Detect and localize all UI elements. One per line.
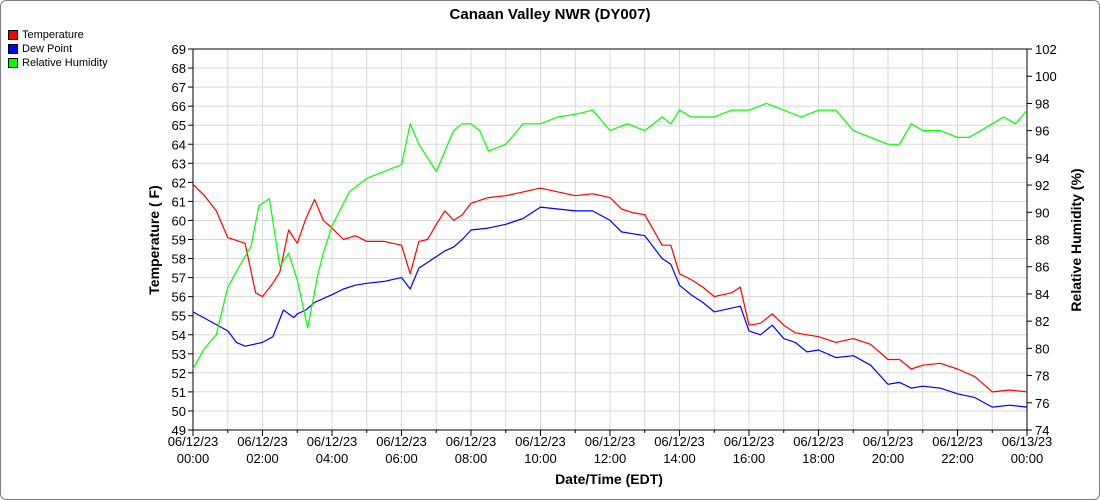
series-layer [192,102,1028,408]
y-axis-label-right: Relative Humidity (%) [1068,168,1084,311]
x-tick-label-time: 08:00 [455,451,488,466]
chart-legend: Temperature Dew Point Relative Humidity [8,28,108,70]
x-tick-label-date: 06/12/23 [724,434,775,449]
y-left-tick-label: 56 [172,290,186,305]
y-left-tick-label: 54 [172,328,186,343]
x-tick-label-time: 06:00 [385,451,418,466]
y-right-tick-label: 102 [1035,42,1057,57]
x-tick-label-time: 14:00 [663,451,696,466]
y-right-tick-label: 80 [1035,341,1049,356]
x-tick-label-time: 02:00 [246,451,279,466]
legend-label-dew-point: Dew Point [22,43,73,55]
y-left-tick-label: 64 [172,137,186,152]
y-left-tick-label: 59 [172,233,186,248]
y-left-tick-label: 60 [172,213,186,228]
legend-item-temperature: Temperature [8,28,108,42]
plot-area-border [192,48,1028,431]
y-right-tick-label: 100 [1035,69,1057,84]
x-tick-label-time: 12:00 [594,451,627,466]
axis-layer: 49 50 51 52 53 54 55 56 57 58 59 60 61 62 63 64 65 66 67 68… [168,42,1057,466]
series-line-dew-point [192,206,1028,408]
y-left-tick-label: 53 [172,347,186,362]
x-tick-label-time: 04:00 [316,451,349,466]
y-left-tick-label: 55 [172,309,186,324]
y-left-tick-label: 61 [172,194,186,209]
y-right-tick-label: 78 [1035,369,1049,384]
x-tick-label-date: 06/12/23 [515,434,566,449]
x-tick-label-date: 06/12/23 [585,434,636,449]
x-tick-label-date: 06/12/23 [307,434,358,449]
y-right-tick-label: 74 [1035,423,1049,438]
y-left-tick-label: 50 [172,404,186,419]
x-tick-label-time: 20:00 [872,451,905,466]
y-left-tick-label: 68 [172,61,186,76]
y-right-tick-label: 90 [1035,205,1049,220]
y-right-tick-label: 96 [1035,124,1049,139]
y-right-tick-label: 94 [1035,151,1049,166]
y-right-tick-label: 88 [1035,233,1049,248]
legend-label-temperature: Temperature [22,29,84,41]
y-left-tick-label: 52 [172,366,186,381]
y-left-tick-label: 63 [172,156,186,171]
series-line-relative-humidity [192,102,1028,370]
grid-layer [192,48,1028,431]
x-axis-label: Date/Time (EDT) [555,471,663,487]
y-right-tick-label: 82 [1035,314,1049,329]
y-right-tick-label: 92 [1035,178,1049,193]
y-left-tick-label: 69 [172,42,186,57]
x-tick-label-time: 22:00 [941,451,974,466]
y-right-tick-label: 84 [1035,287,1049,302]
x-tick-label-date: 06/12/23 [932,434,983,449]
y-right-tick-label: 76 [1035,396,1049,411]
x-tick-label-date: 06/12/23 [446,434,497,449]
legend-item-relative-humidity: Relative Humidity [8,56,108,70]
y-left-tick-label: 51 [172,385,186,400]
x-tick-label-time: 16:00 [733,451,766,466]
legend-swatch-temperature [8,30,18,40]
y-left-tick-label: 57 [172,271,186,286]
x-tick-label-time: 10:00 [524,451,557,466]
x-tick-label-time: 18:00 [802,451,835,466]
legend-item-dew-point: Dew Point [8,42,108,56]
y-left-tick-label: 66 [172,99,186,114]
x-tick-label-date: 06/12/23 [376,434,427,449]
x-tick-label-date: 06/12/23 [168,434,219,449]
x-tick-label-date: 06/12/23 [863,434,914,449]
series-line-temperature [192,183,1028,393]
y-right-tick-label: 86 [1035,260,1049,275]
x-tick-label-time: 00:00 [1011,451,1044,466]
y-left-tick-label: 65 [172,118,186,133]
y-left-tick-label: 58 [172,252,186,267]
chart-title: Canaan Valley NWR (DY007) [450,6,651,23]
legend-swatch-relative-humidity [8,58,18,68]
x-tick-label-date: 06/12/23 [654,434,705,449]
y-left-tick-label: 67 [172,80,186,95]
x-tick-label-time: 00:00 [177,451,210,466]
x-tick-label-date: 06/12/23 [793,434,844,449]
y-axis-label-left: Temperature ( F) [146,185,162,294]
y-left-tick-label: 62 [172,175,186,190]
y-right-tick-label: 98 [1035,96,1049,111]
x-tick-label-date: 06/13/23 [1002,434,1053,449]
y-left-tick-label: 49 [172,423,186,438]
x-tick-label-date: 06/12/23 [237,434,288,449]
legend-swatch-dew-point [8,44,18,54]
legend-label-relative-humidity: Relative Humidity [22,57,108,69]
